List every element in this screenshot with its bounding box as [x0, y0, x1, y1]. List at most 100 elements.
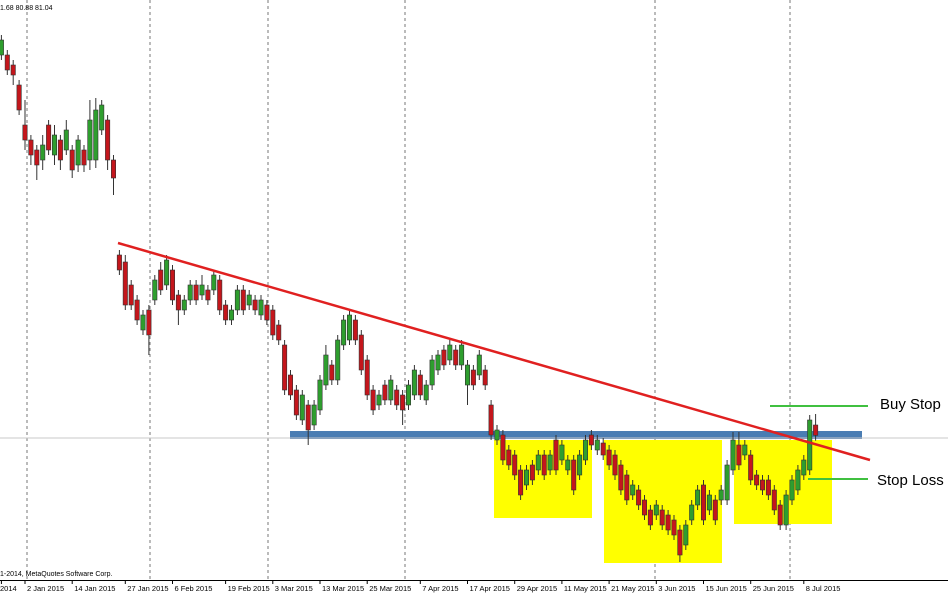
x-tick-label: 2014 — [0, 584, 17, 593]
trend-line — [117, 241, 871, 462]
candle-body — [317, 379, 323, 411]
x-tick-label: 15 Jun 2015 — [706, 584, 747, 593]
x-tick-label: 7 Apr 2015 — [422, 584, 458, 593]
candle-body — [69, 149, 75, 171]
candle-body — [240, 289, 246, 311]
candle-body — [63, 129, 69, 151]
candle-body — [4, 54, 10, 71]
candle-body — [718, 489, 724, 501]
candle-body — [193, 284, 199, 301]
x-tick-label: 11 May 2015 — [564, 584, 607, 593]
candle-body — [488, 404, 494, 436]
x-tick-label: 17 Apr 2015 — [470, 584, 510, 593]
candle-body — [500, 434, 506, 461]
candle-body — [99, 104, 105, 131]
candle-body — [759, 479, 765, 491]
candle-body — [789, 479, 795, 501]
candle-body — [341, 319, 347, 346]
candle-body — [164, 259, 170, 286]
candle-body — [187, 284, 193, 301]
candle-body — [683, 524, 689, 546]
candle-body — [10, 64, 16, 76]
candle-body — [346, 314, 352, 341]
candle-body — [364, 359, 370, 396]
candle-body — [287, 374, 293, 396]
candle-body — [223, 304, 229, 321]
candle-body — [712, 499, 718, 521]
candle-body — [423, 384, 429, 401]
candle-body — [75, 139, 81, 166]
candle-body — [594, 439, 600, 451]
candle-body — [116, 254, 122, 271]
candle-body — [158, 269, 164, 291]
candle-body — [506, 449, 512, 466]
candle-body — [571, 459, 577, 491]
candle-body — [252, 299, 258, 311]
candle-body — [807, 419, 813, 471]
x-tick-label: 25 Jun 2015 — [753, 584, 794, 593]
candle-body — [518, 469, 524, 496]
candles — [0, 35, 819, 562]
candle-body — [28, 139, 34, 156]
candle-body — [577, 454, 583, 476]
x-tick-label: 3 Mar 2015 — [275, 584, 313, 593]
candle-body — [813, 424, 819, 436]
candle-body — [382, 384, 388, 401]
candle-body — [742, 444, 748, 456]
candle-body — [464, 364, 470, 386]
candle-body — [234, 289, 240, 311]
candle-body — [453, 349, 459, 366]
candle-body — [665, 514, 671, 531]
x-axis-ticks: 2014 2 Jan 2015 14 Jan 2015 27 Jan 2015 6 Fe… — [0, 580, 840, 593]
support-band — [290, 431, 862, 439]
x-tick-label: 14 Jan 2015 — [74, 584, 115, 593]
candle-body — [335, 339, 341, 381]
candle-body — [636, 489, 642, 506]
candle-body — [641, 499, 647, 516]
candle-body — [801, 459, 807, 476]
candle-body — [358, 334, 364, 371]
candle-body — [582, 439, 588, 461]
candle-body — [441, 349, 447, 366]
candle-body — [264, 304, 270, 321]
candle-body — [229, 309, 235, 321]
candle-body — [276, 324, 282, 341]
candle-body — [93, 109, 99, 161]
copyright: 1-2014, MetaQuotes Software Corp. — [0, 571, 113, 578]
candle-body — [671, 519, 677, 536]
annotation: Buy Stop — [880, 396, 941, 413]
candle-body — [736, 444, 742, 466]
candle-body — [476, 354, 482, 376]
candle-body — [411, 369, 417, 396]
x-tick-label: 29 Apr 2015 — [517, 584, 557, 593]
candle-body — [329, 364, 335, 381]
candle-body — [559, 444, 565, 461]
candle-body — [529, 464, 535, 481]
candle-body — [541, 454, 547, 476]
highlight-zone — [734, 440, 832, 524]
candle-body — [754, 474, 760, 486]
candle-body — [22, 124, 28, 141]
candle-body — [293, 389, 299, 416]
candle-body — [512, 454, 518, 476]
candle-body — [730, 439, 736, 471]
candle-body — [706, 494, 712, 511]
candle-body — [87, 119, 93, 161]
candle-body — [122, 261, 128, 306]
candle-body — [429, 359, 435, 386]
candle-body — [388, 379, 394, 401]
candle-body — [270, 309, 276, 336]
candle-body — [258, 299, 264, 316]
candle-body — [771, 489, 777, 511]
x-tick-label: 6 Feb 2015 — [175, 584, 213, 593]
candle-body — [777, 504, 783, 526]
candle-body — [51, 134, 57, 156]
candle-body — [523, 469, 529, 486]
candle-body — [152, 279, 158, 301]
candle-body — [494, 429, 500, 441]
candle-body — [81, 149, 87, 166]
candle-body — [57, 139, 63, 161]
x-tick-label: 8 Jul 2015 — [806, 584, 841, 593]
candle-body — [376, 394, 382, 406]
candle-body — [181, 299, 187, 311]
